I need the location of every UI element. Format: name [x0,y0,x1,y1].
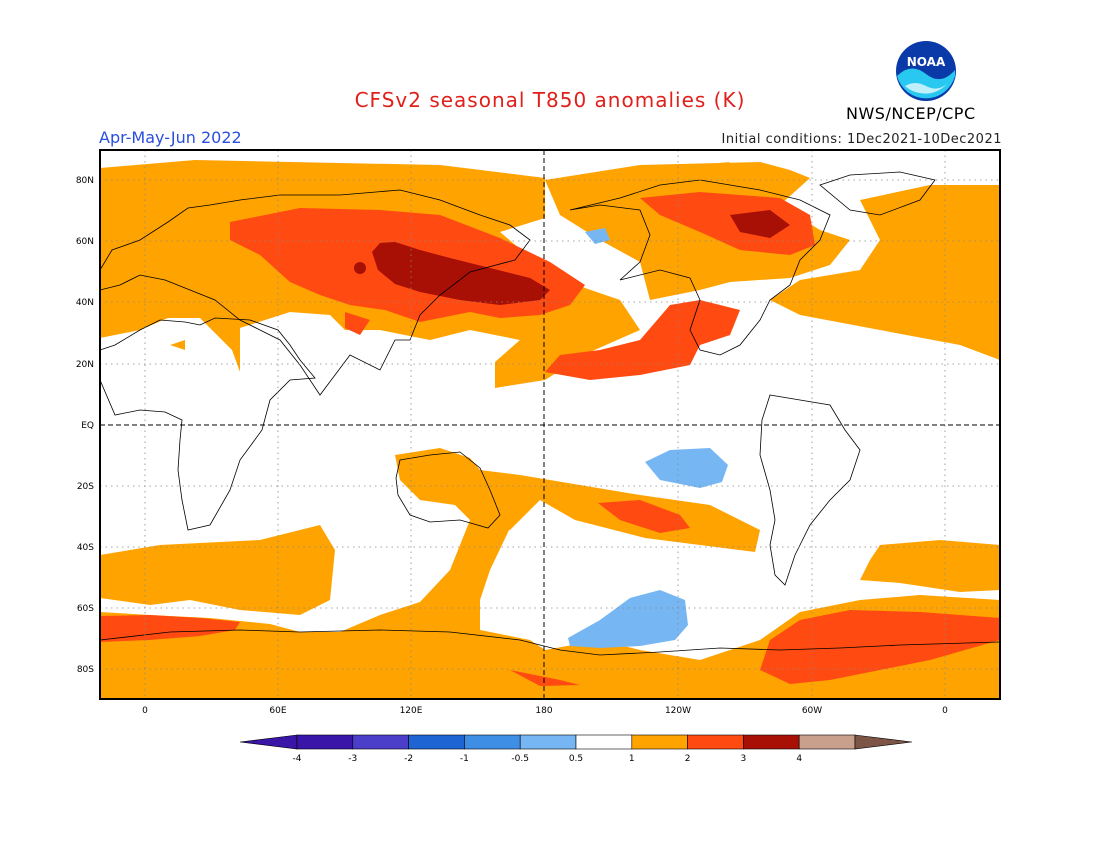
lat-label: 60N [76,237,94,247]
lat-label: 20S [77,482,94,492]
colorbar-swatch [464,734,521,750]
colorbar-label: -4 [293,754,302,764]
logo-text: NOAA [907,55,946,69]
lat-label: 40N [76,298,94,308]
graticule [100,150,1000,699]
anomaly-field [100,160,1000,699]
shading-pos2 [354,210,790,305]
shading-neg05 [568,228,728,648]
latitude-labels: 80N 60N 40N 20N EQ 20S 40S 60S 80S [76,176,94,675]
lon-label: 0 [942,706,948,716]
shading-pos05 [100,160,1000,699]
map-frame [99,149,1001,700]
lon-label: 120W [665,706,691,716]
colorbar: -4 -3 -2 -1 -0.5 0.5 1 2 3 4 [239,734,913,764]
colorbar-swatch [296,734,354,750]
colorbar-swatch [575,734,633,750]
lon-label: 60W [802,706,822,716]
lat-label: 40S [77,543,94,553]
reference-lines [100,150,1000,699]
colorbar-swatch [352,734,409,750]
eurasia-outline [100,189,531,396]
lat-label: EQ [81,421,94,431]
colorbar-label: 2 [685,754,691,764]
longitude-labels: 0 60E 120E 180 120W 60W 0 [142,706,948,716]
colorbar-swatch [631,734,688,750]
lon-label: 180 [535,706,552,716]
colorbar-swatch [743,734,800,750]
south-america-outline [759,394,861,586]
lat-label: 80N [76,176,94,186]
colorbar-arrow-right [854,734,913,750]
colorbar-label: -0.5 [511,754,529,764]
agency-label: NWS/NCEP/CPC [846,104,976,123]
colorbar-label: 0.5 [569,754,583,764]
lat-label: 20N [76,360,94,370]
north-america-outline [569,179,831,356]
colorbar-label: 1 [629,754,635,764]
colorbar-swatch [687,734,744,750]
lon-label: 60E [269,706,286,716]
africa-outline [100,317,316,531]
initial-conditions: Initial conditions: 1Dec2021-10Dec2021 [721,132,1002,147]
lon-label: 120E [400,706,423,716]
colorbar-arrow-left [239,734,298,750]
greenland-outline [819,171,936,216]
australia-outline [395,451,501,529]
colorbar-label: 3 [741,754,747,764]
colorbar-label: -3 [348,754,357,764]
coastlines [100,171,1000,656]
colorbar-swatch [408,734,465,750]
antarctica-outline [100,629,1000,656]
colorbar-label: 4 [796,754,802,764]
colorbar-label: -2 [404,754,413,764]
lon-label: 0 [142,706,148,716]
forecast-period: Apr-May-Jun 2022 [99,128,242,147]
colorbar-swatch [798,734,856,750]
lat-label: 80S [77,665,94,675]
lat-label: 60S [77,604,94,614]
map-title: CFSv2 seasonal T850 anomalies (K) [354,88,746,112]
noaa-logo: NOAA [896,41,956,101]
colorbar-label: -1 [460,754,469,764]
colorbar-swatch [519,734,577,750]
